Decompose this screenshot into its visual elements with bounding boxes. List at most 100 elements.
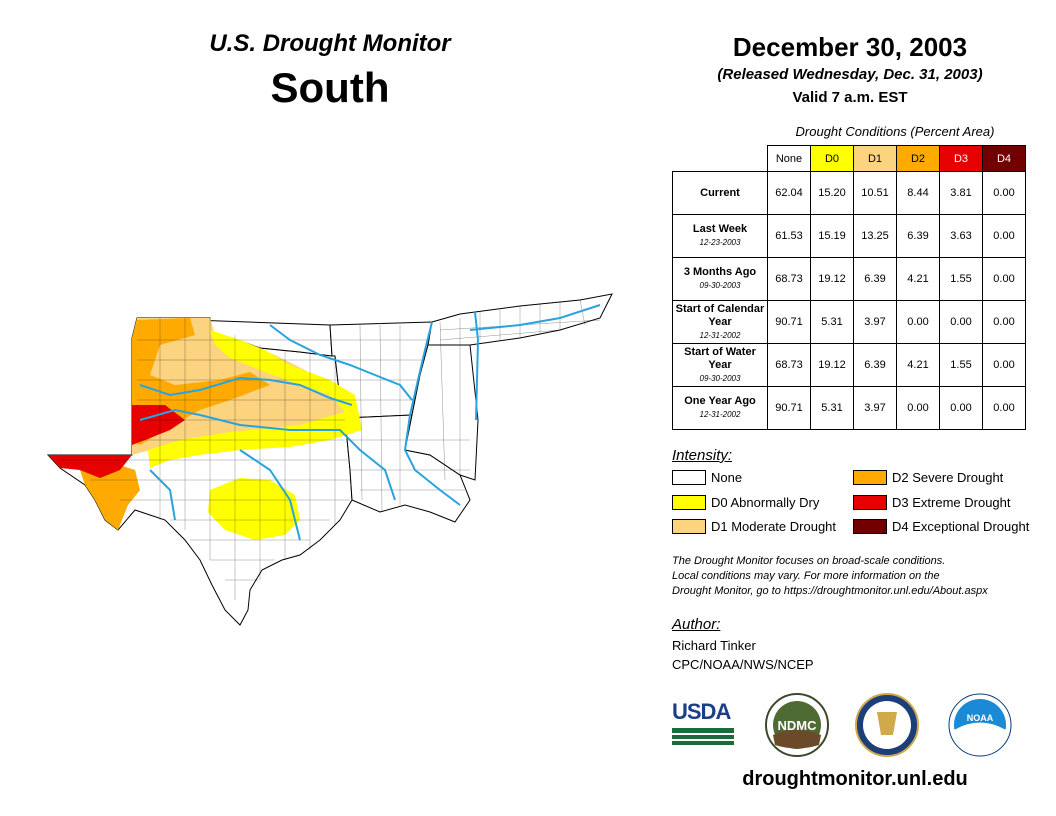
row-label-text: Start of Calendar Year (675, 302, 765, 328)
table-cell: 5.31 (810, 300, 854, 344)
usda-logo-text: USDA (672, 699, 731, 724)
table-cell: 4.21 (896, 257, 940, 301)
table-header-row: None D0 D1 D2 D3 D4 (673, 145, 1026, 172)
legend-swatch (853, 470, 887, 485)
row-label: Start of Water Year 09-30-2003 (672, 343, 768, 387)
row-label-text: Last Week (692, 223, 748, 235)
legend-label: D2 Severe Drought (892, 470, 1004, 485)
row-label-text: Start of Water Year (684, 345, 756, 371)
d3-trans-pecos-zone (48, 455, 132, 478)
table-cell: 0.00 (982, 214, 1026, 258)
col-header-d3: D3 (939, 145, 983, 172)
table-cell: 62.04 (767, 171, 811, 215)
valid-time: Valid 7 a.m. EST (792, 89, 908, 106)
disclaimer-note: The Drought Monitor focuses on broad-sca… (672, 554, 1052, 599)
row-sublabel: 12-23-2003 (699, 238, 741, 247)
table-cell: 0.00 (982, 386, 1026, 430)
drought-conditions-table: None D0 D1 D2 D3 D4 Current 62.04 15.20 … (672, 145, 1026, 430)
table-cell: 1.55 (939, 343, 983, 387)
d3-extreme-zone (132, 405, 185, 445)
usda-logo: USDA (672, 700, 736, 748)
table-cell: 68.73 (767, 343, 811, 387)
county-grid (60, 299, 601, 600)
legend-swatch (672, 519, 706, 534)
table-row: Current 62.04 15.20 10.51 8.44 3.81 0.00 (672, 171, 1026, 215)
table-cell: 3.97 (853, 386, 897, 430)
row-label: Start of Calendar Year 12-31-2002 (672, 300, 768, 344)
table-cell: 0.00 (896, 386, 940, 430)
d0-central-texas-zone (208, 478, 300, 540)
table-cell: 0.00 (982, 343, 1026, 387)
release-date: (Released Wednesday, Dec. 31, 2003) (717, 66, 983, 83)
table-cell: 90.71 (767, 300, 811, 344)
table-cell: 4.21 (896, 343, 940, 387)
legend-item-d0: D0 Abnormally Dry (672, 495, 819, 510)
note-line: Drought Monitor, go to https://droughtmo… (672, 585, 988, 597)
legend-item-d4: D4 Exceptional Drought (853, 519, 1029, 534)
row-label-text: One Year Ago (684, 395, 756, 407)
author-title: Author: (672, 616, 721, 633)
table-row: Start of Water Year 09-30-2003 68.73 19.1… (672, 343, 1026, 387)
table-cell: 10.51 (853, 171, 897, 215)
row-label-text: 3 Months Ago (683, 266, 757, 278)
legend-swatch (672, 495, 706, 510)
table-cell: 5.31 (810, 386, 854, 430)
map-regions (46, 293, 613, 626)
legend-swatch (672, 470, 706, 485)
table-cell: 3.63 (939, 214, 983, 258)
legend-title: Intensity: (672, 447, 733, 464)
col-header-d1: D1 (853, 145, 897, 172)
table-cell: 6.39 (853, 343, 897, 387)
row-label-text: Current (700, 186, 740, 199)
table-cell: 6.39 (896, 214, 940, 258)
legend-label: D4 Exceptional Drought (892, 519, 1030, 534)
row-sublabel: 12-31-2002 (699, 410, 741, 419)
table-cell: 8.44 (896, 171, 940, 215)
d2-west-texas-zone (80, 462, 140, 530)
rivers (139, 304, 601, 541)
row-label: One Year Ago 12-31-2002 (672, 386, 768, 430)
legend-item-none: None (672, 470, 742, 485)
legend-swatch (853, 519, 887, 534)
table-cell: 90.71 (767, 386, 811, 430)
table-caption: Drought Conditions (Percent Area) (795, 124, 995, 139)
legend-swatch (853, 495, 887, 510)
col-header-d4: D4 (982, 145, 1026, 172)
table-cell: 0.00 (982, 257, 1026, 301)
legend-label: D3 Extreme Drought (892, 495, 1011, 510)
table-cell: 0.00 (982, 300, 1026, 344)
table-cell: 3.81 (939, 171, 983, 215)
table-row: Start of Calendar Year 12-31-2002 90.71 5… (672, 300, 1026, 344)
table-cell: 68.73 (767, 257, 811, 301)
table-cell: 0.00 (939, 386, 983, 430)
col-header-d2: D2 (896, 145, 940, 172)
table-corner (673, 146, 768, 172)
table-cell: 13.25 (853, 214, 897, 258)
table-cell: 19.12 (810, 343, 854, 387)
table-cell: 1.55 (939, 257, 983, 301)
legend-label: D0 Abnormally Dry (711, 495, 820, 510)
col-header-none: None (767, 145, 811, 172)
author-org: CPC/NOAA/NWS/NCEP (672, 657, 814, 672)
row-label: Last Week 12-23-2003 (672, 214, 768, 258)
table-cell: 0.00 (896, 300, 940, 344)
row-label: Current (672, 171, 768, 215)
table-cell: 0.00 (982, 171, 1026, 215)
legend-item-d1: D1 Moderate Drought (672, 519, 836, 534)
table-cell: 61.53 (767, 214, 811, 258)
table-row: 3 Months Ago 09-30-2003 68.73 19.12 6.39 … (672, 257, 1026, 301)
note-line: Local conditions may vary. For more info… (672, 570, 940, 582)
table-cell: 19.12 (810, 257, 854, 301)
table-cell: 3.97 (853, 300, 897, 344)
row-sublabel: 09-30-2003 (699, 281, 741, 290)
map-title: U.S. Drought Monitor (209, 30, 451, 57)
row-sublabel: 12-31-2002 (699, 330, 741, 340)
table-row: One Year Ago 12-31-2002 90.71 5.31 3.97 0… (672, 386, 1026, 430)
region-title: South (270, 64, 390, 111)
table-row: Last Week 12-23-2003 61.53 15.19 13.25 6.… (672, 214, 1026, 258)
legend-label: None (711, 470, 743, 485)
author-name: Richard Tinker (672, 638, 756, 653)
d0-abnormally-dry-zone (148, 330, 362, 468)
legend-label: D1 Moderate Drought (711, 519, 837, 534)
